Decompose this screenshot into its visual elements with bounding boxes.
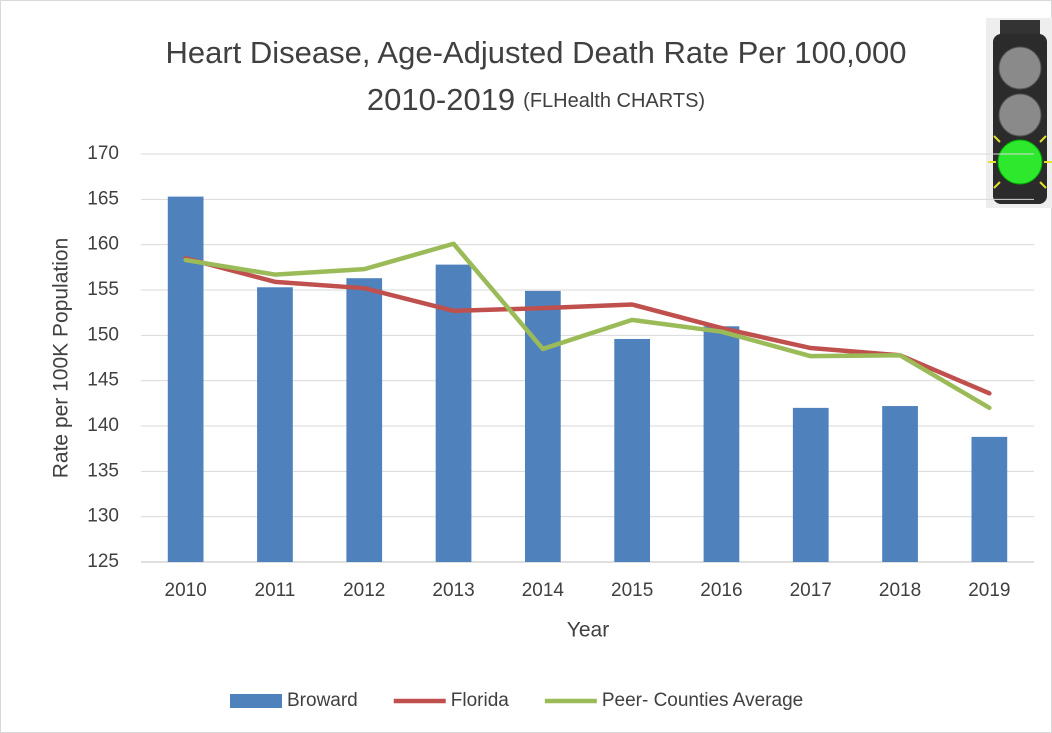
- icon-lamp: [998, 93, 1042, 137]
- subtitle: 2010-2019: [367, 82, 515, 117]
- bar: [703, 326, 740, 562]
- legend-label: Peer- Counties Average: [602, 690, 803, 711]
- y-tick-label: 125: [87, 551, 119, 572]
- bar: [971, 436, 1008, 562]
- y-tick-label: 130: [87, 506, 119, 527]
- bar: [792, 407, 829, 562]
- subtitle-note: (FLHealth CHARTS): [523, 90, 705, 112]
- legend-swatch: [230, 694, 282, 708]
- bar: [167, 196, 204, 562]
- legend-label: Broward: [287, 690, 358, 711]
- line: [183, 241, 992, 411]
- x-tick-label: 2018: [879, 580, 921, 601]
- y-tick-label: 150: [87, 324, 119, 345]
- x-tick-label: 2019: [968, 580, 1010, 601]
- bar: [882, 406, 918, 562]
- bar: [346, 278, 383, 562]
- bar: [435, 264, 472, 562]
- icon-glow: [988, 135, 1052, 189]
- y-tick-label: 140: [87, 415, 119, 436]
- x-tick-label: 2013: [432, 580, 474, 601]
- bar: [257, 287, 293, 562]
- x-tick-label: 2017: [790, 580, 832, 601]
- line: [183, 256, 992, 396]
- x-tick-label: 2011: [255, 580, 296, 601]
- icon-lamp-on: [997, 139, 1043, 185]
- y-axis-label: Rate per 100K Population: [50, 238, 73, 479]
- x-tick-label: 2015: [611, 580, 653, 601]
- x-tick-label: 2014: [522, 580, 565, 601]
- y-tick-label: 145: [87, 370, 119, 391]
- x-axis-label: Year: [567, 619, 609, 642]
- icon-lamp: [998, 46, 1042, 90]
- x-tick-label: 2010: [165, 580, 207, 601]
- traffic-light: [986, 18, 1052, 208]
- y-tick-label: 135: [87, 460, 119, 481]
- legend-label: Florida: [451, 690, 510, 711]
- chart-title: Heart Disease, Age-Adjusted Death Rate P…: [165, 35, 906, 70]
- y-tick-label: 165: [87, 188, 119, 209]
- y-tick-label: 160: [87, 234, 119, 255]
- x-tick-label: 2012: [343, 580, 385, 601]
- x-tick-label: 2016: [700, 580, 742, 601]
- icon-cap: [1000, 20, 1040, 34]
- y-tick-label: 170: [87, 143, 119, 164]
- chart-subtitle: 2010-2019 (FLHealth CHARTS): [367, 82, 705, 117]
- bar: [614, 338, 651, 562]
- y-tick-label: 155: [87, 279, 119, 300]
